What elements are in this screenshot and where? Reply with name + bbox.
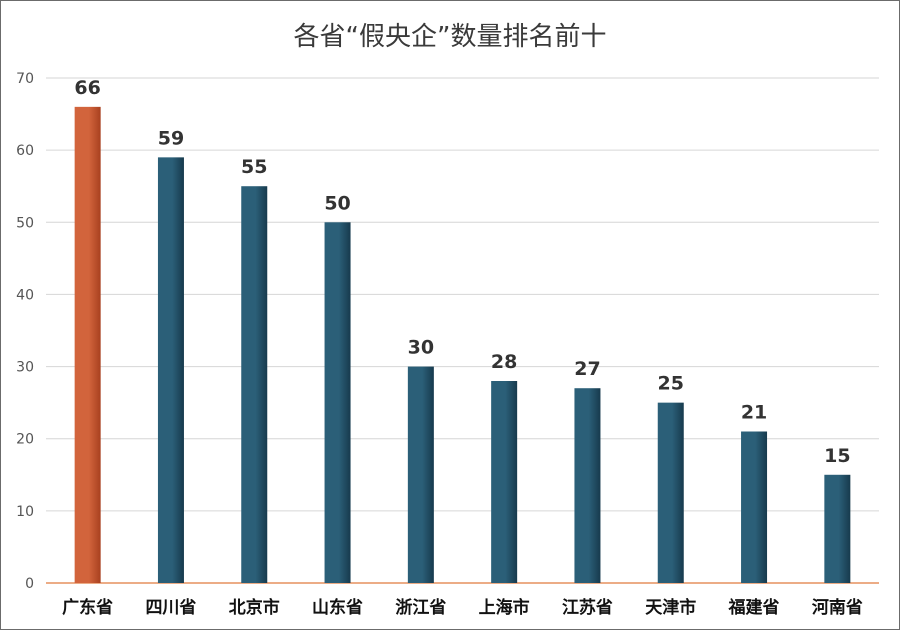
x-tick-label-5: 浙江省 xyxy=(395,597,446,618)
y-tick-label: 60 xyxy=(16,143,34,159)
bar-3 xyxy=(241,186,268,583)
y-tick-label: 10 xyxy=(16,504,34,520)
y-tick-label: 0 xyxy=(25,576,34,592)
bar-9 xyxy=(741,431,768,583)
x-tick-label-10: 河南省 xyxy=(812,597,863,618)
y-tick-label: 50 xyxy=(16,215,34,231)
bar-6 xyxy=(491,381,518,583)
data-labels: 66 59 55 50 30 28 27 25 21 15 xyxy=(74,77,850,467)
data-label-3: 55 xyxy=(241,156,267,178)
bar-8 xyxy=(657,402,684,583)
x-tick-label-4: 山东省 xyxy=(312,597,363,618)
bar-5 xyxy=(407,366,434,583)
data-label-8: 25 xyxy=(658,373,684,395)
data-label-4: 50 xyxy=(324,192,350,214)
y-tick-label: 40 xyxy=(16,287,34,303)
data-label-6: 28 xyxy=(491,351,517,373)
y-tick-label: 30 xyxy=(16,360,34,376)
bar-7 xyxy=(574,388,601,583)
data-label-10: 15 xyxy=(824,445,850,467)
bar-4 xyxy=(324,222,351,584)
x-tick-label-6: 上海市 xyxy=(479,597,530,618)
x-tick-label-3: 北京市 xyxy=(229,597,280,618)
x-tick-label-9: 福建省 xyxy=(728,597,780,618)
y-tick-label: 70 xyxy=(16,71,34,87)
gridlines xyxy=(46,77,879,584)
x-tick-label-7: 江苏省 xyxy=(562,597,613,618)
data-label-1: 66 xyxy=(74,77,100,99)
data-label-9: 21 xyxy=(741,402,767,424)
data-label-7: 27 xyxy=(574,358,600,380)
chart-title: 各省“假央企”数量排名前十 xyxy=(294,22,607,52)
bar-10 xyxy=(824,474,851,583)
data-label-5: 30 xyxy=(408,337,434,359)
x-tick-label-2: 四川省 xyxy=(145,597,196,618)
bars xyxy=(74,106,851,584)
x-tick-label-1: 广东省 xyxy=(62,597,113,618)
data-label-2: 59 xyxy=(158,127,184,149)
x-tick-label-8: 天津市 xyxy=(645,597,696,618)
y-axis: 0 10 20 30 40 50 60 70 xyxy=(16,71,34,592)
x-axis: 广东省 四川省 北京市 山东省 浙江省 上海市 江苏省 天津市 福建省 河南省 xyxy=(62,597,863,618)
bar-2 xyxy=(157,157,184,583)
y-tick-label: 20 xyxy=(16,432,34,448)
bar-1 xyxy=(74,106,101,583)
